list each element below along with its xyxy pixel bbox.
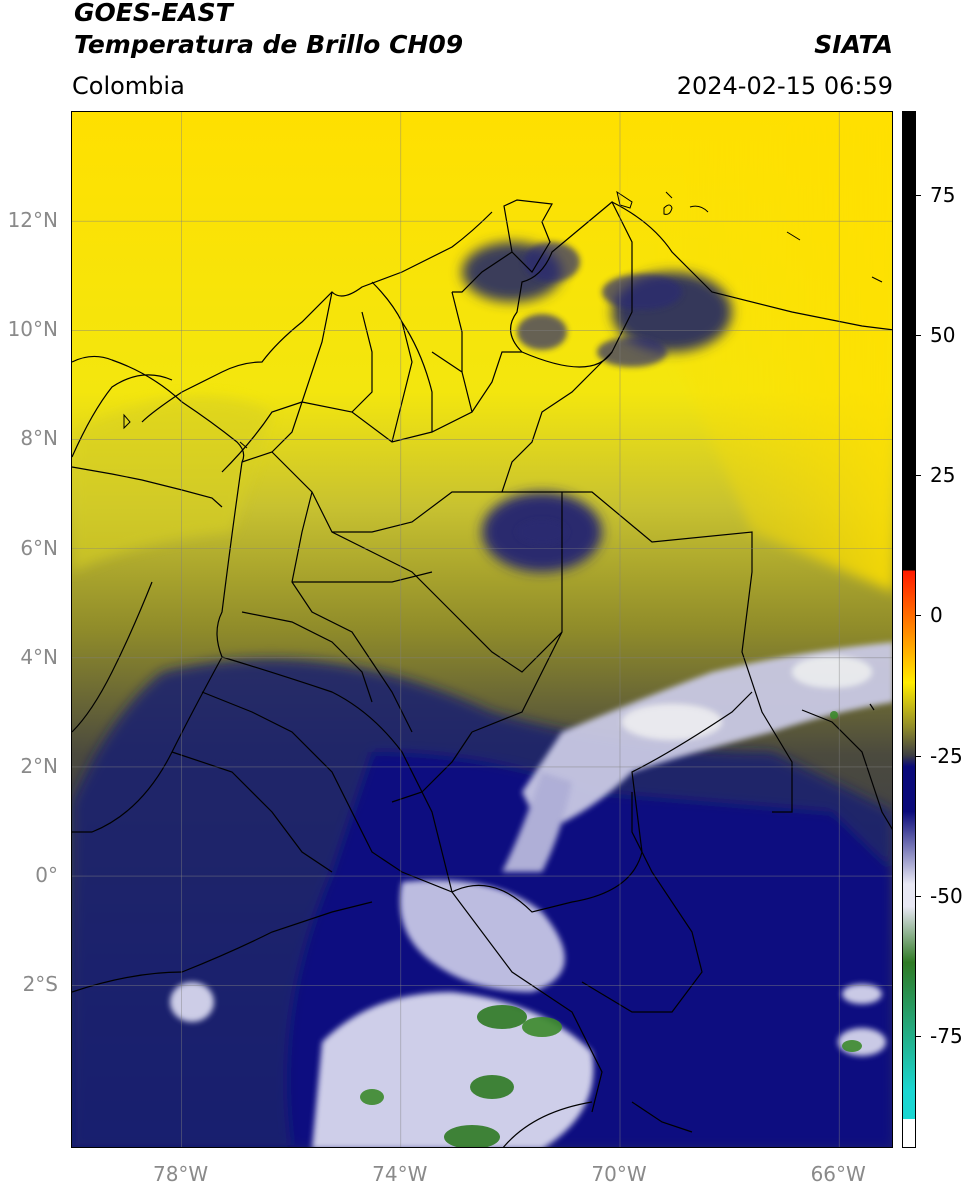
lon-tick-label: 78°W bbox=[152, 1162, 209, 1186]
lat-tick-label: 6°N bbox=[20, 535, 58, 560]
datetime-label: 2024-02-15 06:59 bbox=[676, 72, 893, 100]
satellite-map bbox=[71, 111, 893, 1148]
source-label: SIATA bbox=[814, 30, 893, 59]
lat-tick-label: 12°N bbox=[7, 208, 58, 233]
lat-tick-label: 2°S bbox=[22, 972, 58, 997]
colorbar bbox=[902, 111, 916, 1148]
lon-tick-label: 66°W bbox=[810, 1162, 866, 1186]
lat-tick-label: 0° bbox=[35, 863, 58, 888]
colorbar-tick-label: 25 bbox=[930, 463, 956, 488]
lat-tick-label: 8°N bbox=[20, 426, 58, 451]
colorbar-tick-label: -75 bbox=[930, 1023, 963, 1048]
coastlines-and-borders bbox=[72, 199, 892, 1147]
islands bbox=[123, 190, 883, 449]
colorbar-tick-mark bbox=[916, 755, 921, 757]
colorbar-tick-mark bbox=[916, 895, 921, 897]
colorbar-tick-mark bbox=[916, 1035, 921, 1037]
colorbar-tick-label: 0 bbox=[930, 603, 943, 628]
colorbar-tick-label: -25 bbox=[930, 743, 963, 768]
colorbar-tick-label: 50 bbox=[930, 323, 956, 348]
colorbar-tick-label: 75 bbox=[930, 183, 956, 208]
map-canvas bbox=[72, 112, 892, 1147]
colorbar-tick-mark bbox=[916, 615, 921, 617]
lon-tick-label: 74°W bbox=[372, 1162, 428, 1186]
colorbar-tick-mark bbox=[916, 195, 921, 197]
region-label: Colombia bbox=[72, 72, 185, 100]
colorbar-tick-mark bbox=[916, 335, 921, 337]
colorbar-tick-mark bbox=[916, 475, 921, 477]
lat-tick-label: 10°N bbox=[7, 317, 58, 342]
satellite-title: GOES-EAST bbox=[74, 0, 233, 27]
colorbar-tick-label: -50 bbox=[930, 883, 963, 908]
lon-tick-label: 70°W bbox=[591, 1162, 647, 1186]
product-title: Temperatura de Brillo CH09 bbox=[74, 30, 464, 59]
lat-tick-label: 4°N bbox=[20, 644, 58, 669]
graticule bbox=[72, 112, 892, 1147]
lat-tick-label: 2°N bbox=[20, 753, 58, 778]
